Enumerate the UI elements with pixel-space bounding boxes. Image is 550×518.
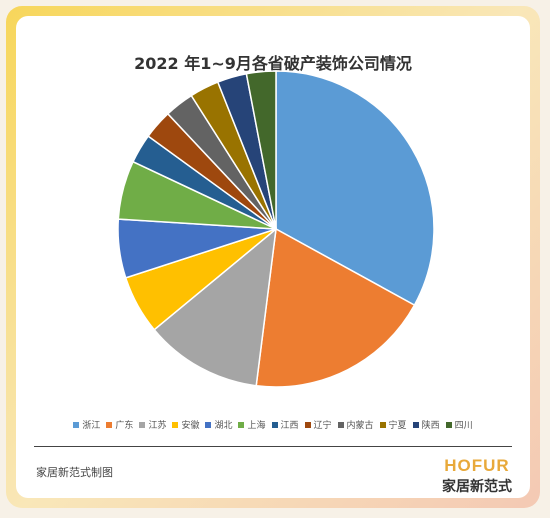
legend-label: 湖北 <box>214 421 233 431</box>
legend-label: 上海 <box>247 421 266 431</box>
legend-item-4: 安徽 <box>172 418 199 431</box>
pie-slice-1 <box>275 70 435 307</box>
legend-swatch <box>172 421 179 428</box>
brand-logo-cn: 家居新范式 <box>442 479 512 495</box>
legend-item-1: 浙江 <box>73 418 100 431</box>
pie-slice-2 <box>255 227 416 388</box>
legend-swatch <box>238 421 245 428</box>
pie-chart <box>117 70 435 388</box>
legend-label: 辽宁 <box>313 421 332 431</box>
legend-item-7: 江西 <box>271 418 299 431</box>
legend-item-10: 宁夏 <box>379 418 407 431</box>
legend-label: 安徽 <box>181 421 200 431</box>
legend-swatch <box>205 421 212 428</box>
legend-item-12: 四川 <box>445 418 473 431</box>
legend-item-6: 上海 <box>238 418 266 431</box>
legend-swatch <box>271 421 278 428</box>
legend-item-9: 内蒙古 <box>337 418 374 431</box>
legend-swatch <box>337 421 344 428</box>
chart-title: 2022 年1~9月各省破产装饰公司情况 <box>134 54 412 73</box>
legend-label: 四川 <box>454 421 473 431</box>
legend-label: 宁夏 <box>388 421 407 431</box>
chart-card: 2022 年1~9月各省破产装饰公司情况 浙江 广东 江苏 安徽 湖北 上海 江西 辽宁 内蒙古… <box>16 16 530 498</box>
credit-text: 家居新范式制图 <box>36 466 113 479</box>
legend-label: 江西 <box>280 421 299 431</box>
legend-label: 陕西 <box>421 421 440 431</box>
legend-swatch <box>445 421 452 428</box>
legend-item-5: 湖北 <box>205 418 232 431</box>
legend-label: 广东 <box>115 421 134 431</box>
brand-logo-en: HOFUR <box>444 456 510 475</box>
legend-swatch <box>106 421 113 428</box>
legend-label: 江苏 <box>148 421 167 431</box>
legend-swatch <box>412 421 419 428</box>
legend-swatch <box>73 421 80 428</box>
pie-slice-3 <box>153 227 277 387</box>
footer-divider <box>34 446 512 447</box>
legend-label: 内蒙古 <box>346 421 374 431</box>
legend-item-8: 辽宁 <box>304 418 332 431</box>
legend-item-11: 陕西 <box>412 418 440 431</box>
legend-swatch <box>304 421 311 428</box>
brand-logo: HOFUR 家居新范式 <box>442 456 512 496</box>
legend-swatch <box>139 421 146 428</box>
pie-slice-12 <box>245 70 277 230</box>
legend-item-3: 江苏 <box>139 418 166 431</box>
legend-item-2: 广东 <box>106 418 133 431</box>
chart-legend: 浙江 广东 江苏 安徽 湖北 上海 江西 辽宁 内蒙古 宁夏 陕西 四川 <box>16 418 530 431</box>
legend-label: 浙江 <box>82 421 101 431</box>
legend-swatch <box>379 421 386 428</box>
